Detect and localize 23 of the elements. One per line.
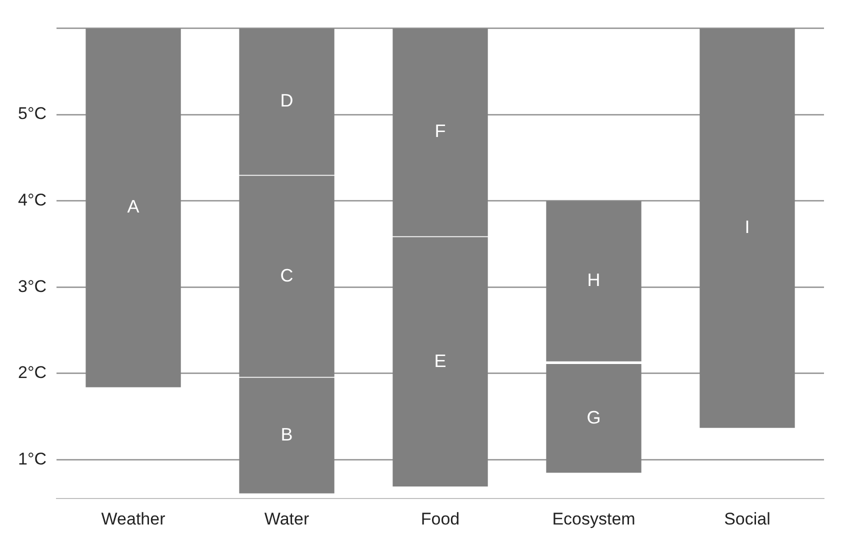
x-tick-label: Ecosystem	[552, 509, 636, 528]
x-tick-label: Food	[420, 509, 460, 528]
x-tick-label: Social	[724, 509, 770, 528]
data-label: D	[280, 90, 294, 111]
y-tick-label: 4°C	[18, 190, 47, 210]
data-label: I	[744, 216, 750, 237]
bar	[546, 364, 642, 473]
data-label: A	[127, 196, 140, 217]
x-tick-label: Water	[264, 509, 310, 528]
y-tick-label: 1°C	[18, 449, 47, 468]
data-label: G	[586, 407, 601, 428]
x-tick-label: Weather	[101, 509, 166, 528]
data-label: B	[280, 424, 293, 445]
y-tick-label: 5°C	[18, 104, 47, 124]
bar	[700, 28, 795, 428]
data-label: H	[587, 270, 600, 290]
bar	[86, 28, 181, 388]
data-label: C	[280, 265, 294, 286]
y-tick-label: 3°C	[18, 276, 47, 296]
bar	[546, 200, 642, 362]
y-tick-label: 2°C	[18, 363, 47, 382]
data-label: E	[434, 350, 446, 371]
data-label: F	[434, 121, 446, 142]
